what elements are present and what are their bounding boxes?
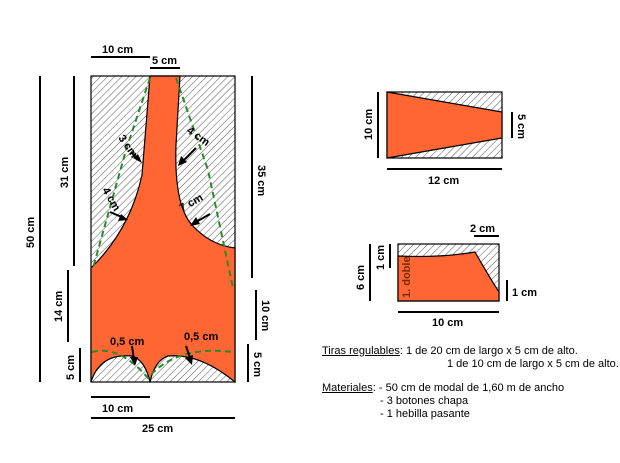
dim-bottom-10: 10 cm [102, 403, 133, 415]
materiales-line-1: : - 50 cm de modal de 1,60 m de ancho [372, 382, 565, 394]
tiras-row-1: Tiras regulables: 1 de 20 cm de largo x … [322, 345, 614, 358]
dim-trap-height: 10 cm [363, 109, 375, 140]
main-pattern-piece: 10 cm 5 cm 50 cm 31 cm 14 cm 5 cm 35 cm … [25, 44, 271, 435]
seam-line-right [175, 77, 234, 289]
small-fill [397, 251, 500, 302]
dim-right-5: 5 cm [251, 352, 263, 377]
arrow-05-left-head [130, 357, 138, 366]
trapezoid-pattern-piece: 10 cm 5 cm 12 cm [363, 91, 527, 187]
dim-right-35: 35 cm [255, 165, 267, 196]
dim-small-left-outer: 6 cm [355, 265, 367, 290]
tiras-title: Tiras regulables [322, 345, 400, 357]
dim-bottom-25: 25 cm [142, 423, 173, 435]
small-pattern-piece: 2 cm 6 cm 1 cm 1. doble 1 cm 10 cm [355, 223, 537, 329]
dim-left-50: 50 cm [25, 217, 37, 248]
notes-block: Tiras regulables: 1 de 20 cm de largo x … [322, 345, 619, 421]
arrow-05-right-head [185, 355, 193, 365]
dim-left-31: 31 cm [59, 157, 71, 188]
arrow-7cm [195, 213, 211, 223]
dim-trap-right: 5 cm [515, 114, 527, 139]
notes-spacer [322, 371, 614, 382]
dim-left-14: 14 cm [53, 291, 65, 322]
arrow-7cm-head [190, 217, 200, 226]
seam-line-bottom [91, 349, 234, 380]
materiales-line-2: - 3 botones chapa [380, 395, 469, 407]
label-05-left: 0,5 cm [110, 336, 144, 348]
tiras-line-2: 1 de 10 cm de largo x 5 cm de alto. [447, 358, 619, 370]
label-05-right: 0,5 cm [184, 331, 218, 343]
materiales-row-3: - 1 hebilla pasante [322, 408, 614, 421]
dim-small-width: 10 cm [432, 317, 463, 329]
dim-left-5: 5 cm [65, 355, 77, 380]
arrow-05-right [185, 345, 191, 359]
arrow-3cm-head [133, 154, 142, 163]
materiales-row-1: Materiales: - 50 cm de modal de 1,60 m d… [322, 382, 614, 395]
dim-top-10: 10 cm [102, 44, 133, 56]
dim-small-right: 1 cm [512, 287, 537, 299]
materiales-line-3: - 1 hebilla pasante [380, 408, 470, 420]
dim-small-left-inner: 1 cm [375, 245, 387, 270]
materiales-row-2: - 3 botones chapa [322, 395, 614, 408]
arrow-4cm-right-head [178, 156, 187, 166]
seam-line-left [92, 77, 151, 269]
tiras-row-2: 1 de 10 cm de largo x 5 cm de alto. [322, 358, 619, 371]
dim-right-10: 10 cm [259, 300, 271, 331]
fold-label: 1. doble [401, 256, 413, 298]
dim-small-top: 2 cm [470, 223, 495, 235]
tiras-line-1: : 1 de 20 cm de largo x 5 cm de alto. [399, 345, 578, 357]
materiales-title: Materiales [322, 382, 373, 394]
arrow-4cm-left-head [118, 214, 128, 221]
dim-trap-width: 12 cm [428, 175, 459, 187]
trapezoid-fill [386, 91, 503, 159]
dim-top-5: 5 cm [152, 55, 177, 67]
